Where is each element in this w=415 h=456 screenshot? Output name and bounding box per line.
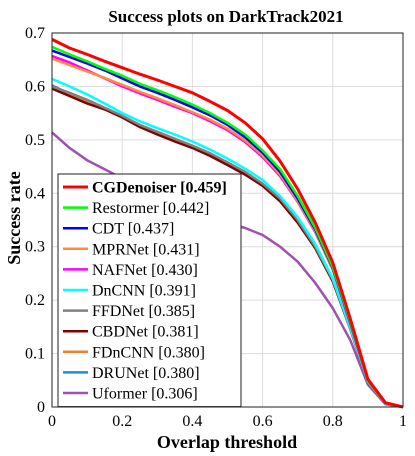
axis-ticks: 0 0.2 0.4 0.6 0.8 1 0 0.1 0.2 0.3 0.4 0.5 0.6 0.7 <box>25 25 407 430</box>
y-tick-label: 0.6 <box>25 78 45 95</box>
legend-label: Restormer [0.442] <box>92 200 209 217</box>
chart-title: Success plots on DarkTrack2021 <box>108 7 343 26</box>
y-tick-label: 0.7 <box>25 25 45 42</box>
legend-label: CGDenoiser [0.459] <box>92 180 227 197</box>
legend-label: DRUNet [0.380] <box>92 365 200 382</box>
legend-label: NAFNet [0.430] <box>92 262 198 279</box>
series-line-cgdenoiser <box>51 38 404 409</box>
x-tick-label: 0.8 <box>323 413 343 430</box>
x-tick-label: 0.2 <box>112 413 132 430</box>
x-tick-label: 0.4 <box>182 413 202 430</box>
series-lines <box>51 38 404 409</box>
y-tick-label: 0.3 <box>25 239 45 256</box>
y-axis-label: Success rate <box>4 171 24 264</box>
y-tick-label: 0.5 <box>25 132 45 149</box>
x-tick-label: 0.6 <box>253 413 273 430</box>
legend-label: DnCNN [0.391] <box>92 283 196 300</box>
legend-label: FDnCNN [0.380] <box>92 344 205 361</box>
series-line-dncnn <box>51 77 404 409</box>
legend-label: Uformer [0.306] <box>92 386 198 403</box>
legend-box <box>57 173 242 408</box>
x-tick-label: 1 <box>399 413 407 430</box>
y-tick-label: 0 <box>37 399 45 416</box>
y-tick-label: 0.1 <box>25 346 45 363</box>
legend-label: CBDNet [0.381] <box>92 324 199 341</box>
x-tick-label: 0 <box>48 413 56 430</box>
legend: CGDenoiser [0.459] Restormer [0.442] CDT [… <box>57 173 242 408</box>
x-axis-label: Overlap threshold <box>157 432 297 452</box>
legend-label: FFDNet [0.385] <box>92 303 195 320</box>
legend-label: MPRNet [0.431] <box>92 241 200 258</box>
y-tick-label: 0.4 <box>25 185 45 202</box>
legend-label: CDT [0.437] <box>92 221 174 238</box>
y-tick-label: 0.2 <box>25 292 45 309</box>
